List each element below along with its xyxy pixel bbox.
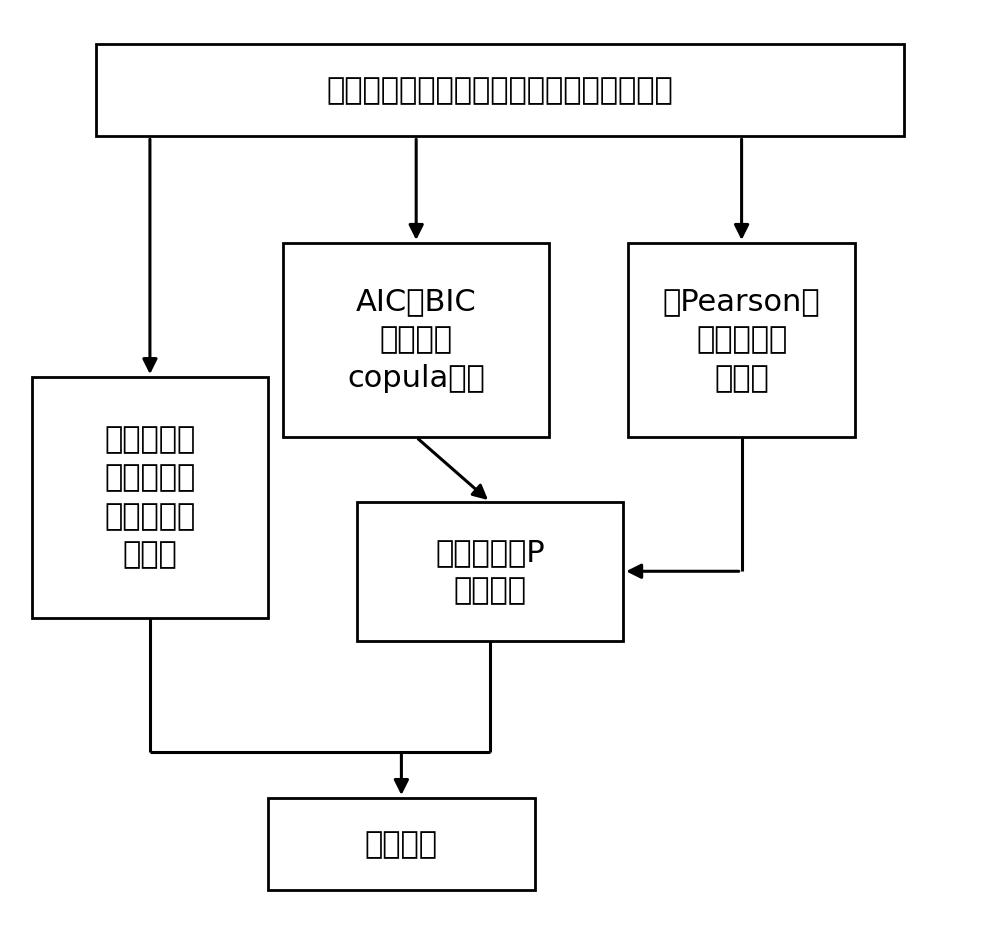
Bar <box>32 377 268 618</box>
Text: 拟合函数的
边缘分布函
数与对应的
反函数: 拟合函数的 边缘分布函 数与对应的 反函数 <box>104 425 196 569</box>
Text: AIC和BIC
选择合适
copula函数: AIC和BIC 选择合适 copula函数 <box>347 287 485 393</box>
Bar <box>628 243 855 438</box>
Bar <box>268 798 535 890</box>
Text: 扩充数据: 扩充数据 <box>365 830 438 858</box>
Text: 由Pearson求
出数据的相
关系数: 由Pearson求 出数据的相 关系数 <box>663 287 820 393</box>
Bar <box>96 44 904 136</box>
Bar <box>357 501 623 640</box>
Bar <box>283 243 549 438</box>
Text: 相关系数为P
的随机数: 相关系数为P 的随机数 <box>435 538 545 605</box>
Text: 起始充电时刻、行驶里程、下一个行驶里程: 起始充电时刻、行驶里程、下一个行驶里程 <box>327 76 673 105</box>
